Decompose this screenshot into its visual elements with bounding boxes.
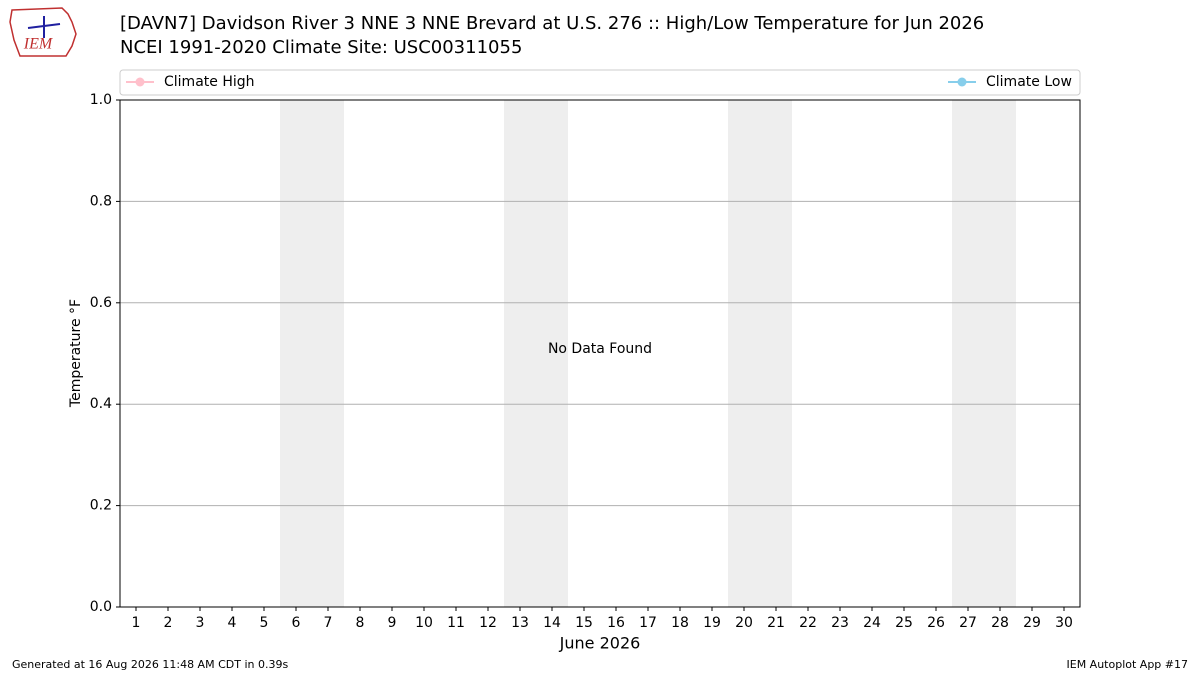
logo-text: IEM <box>23 36 54 53</box>
legend-marker <box>957 77 967 87</box>
x-tick-label: 25 <box>895 615 913 631</box>
x-tick-label: 22 <box>799 615 817 631</box>
x-tick-label: 20 <box>735 615 753 631</box>
x-tick-label: 3 <box>196 615 205 631</box>
logo: IEM <box>9 7 77 57</box>
plot-frame <box>119 99 1081 608</box>
x-tick-label: 19 <box>703 615 721 631</box>
y-tick-label: 1.0 <box>90 92 112 108</box>
weekend-band <box>952 100 1016 607</box>
footer-left: Generated at 16 Aug 2026 11:48 AM CDT in… <box>12 658 288 671</box>
x-tick-label: 6 <box>292 615 301 631</box>
x-tick-label: 17 <box>639 615 657 631</box>
y-tick-label: 0.0 <box>90 599 112 615</box>
x-axis-label: June 2026 <box>559 634 641 653</box>
x-tick-label: 10 <box>415 615 433 631</box>
weekend-band <box>280 100 344 607</box>
x-tick-label: 7 <box>324 615 333 631</box>
chart-subtitle: NCEI 1991-2020 Climate Site: USC00311055 <box>120 37 522 58</box>
x-tick-label: 21 <box>767 615 785 631</box>
legend-label: Climate Low <box>986 74 1072 90</box>
x-tick-label: 30 <box>1055 615 1073 631</box>
chart-title: [DAVN7] Davidson River 3 NNE 3 NNE Breva… <box>120 13 984 34</box>
x-tick-label: 4 <box>228 615 237 631</box>
x-tick-label: 29 <box>1023 615 1041 631</box>
footer-right: IEM Autoplot App #17 <box>1067 658 1189 671</box>
x-tick-label: 8 <box>356 615 365 631</box>
x-tick-label: 18 <box>671 615 689 631</box>
weekend-band <box>728 100 792 607</box>
x-tick-label: 9 <box>388 615 397 631</box>
legend-label: Climate High <box>164 74 255 90</box>
x-tick-label: 2 <box>164 615 173 631</box>
x-tick-label: 12 <box>479 615 497 631</box>
annotation: No Data Found <box>548 341 652 357</box>
x-tick-label: 5 <box>260 615 269 631</box>
x-tick-label: 1 <box>132 615 141 631</box>
y-tick-label: 0.4 <box>90 396 112 412</box>
x-tick-label: 27 <box>959 615 977 631</box>
x-tick-label: 28 <box>991 615 1009 631</box>
legend-marker <box>135 77 145 87</box>
x-tick-label: 24 <box>863 615 881 631</box>
x-tick-label: 16 <box>607 615 625 631</box>
legend-box <box>119 69 1081 96</box>
x-tick-label: 13 <box>511 615 529 631</box>
y-tick-label: 0.8 <box>90 193 112 209</box>
x-tick-label: 11 <box>447 615 465 631</box>
y-axis-label: Temperature °F <box>68 299 84 408</box>
x-tick-label: 26 <box>927 615 945 631</box>
y-tick-label: 0.2 <box>90 498 112 514</box>
x-tick-label: 14 <box>543 615 561 631</box>
weekend-band <box>504 100 568 607</box>
x-tick-label: 23 <box>831 615 849 631</box>
y-tick-label: 0.6 <box>90 295 112 311</box>
x-tick-label: 15 <box>575 615 593 631</box>
